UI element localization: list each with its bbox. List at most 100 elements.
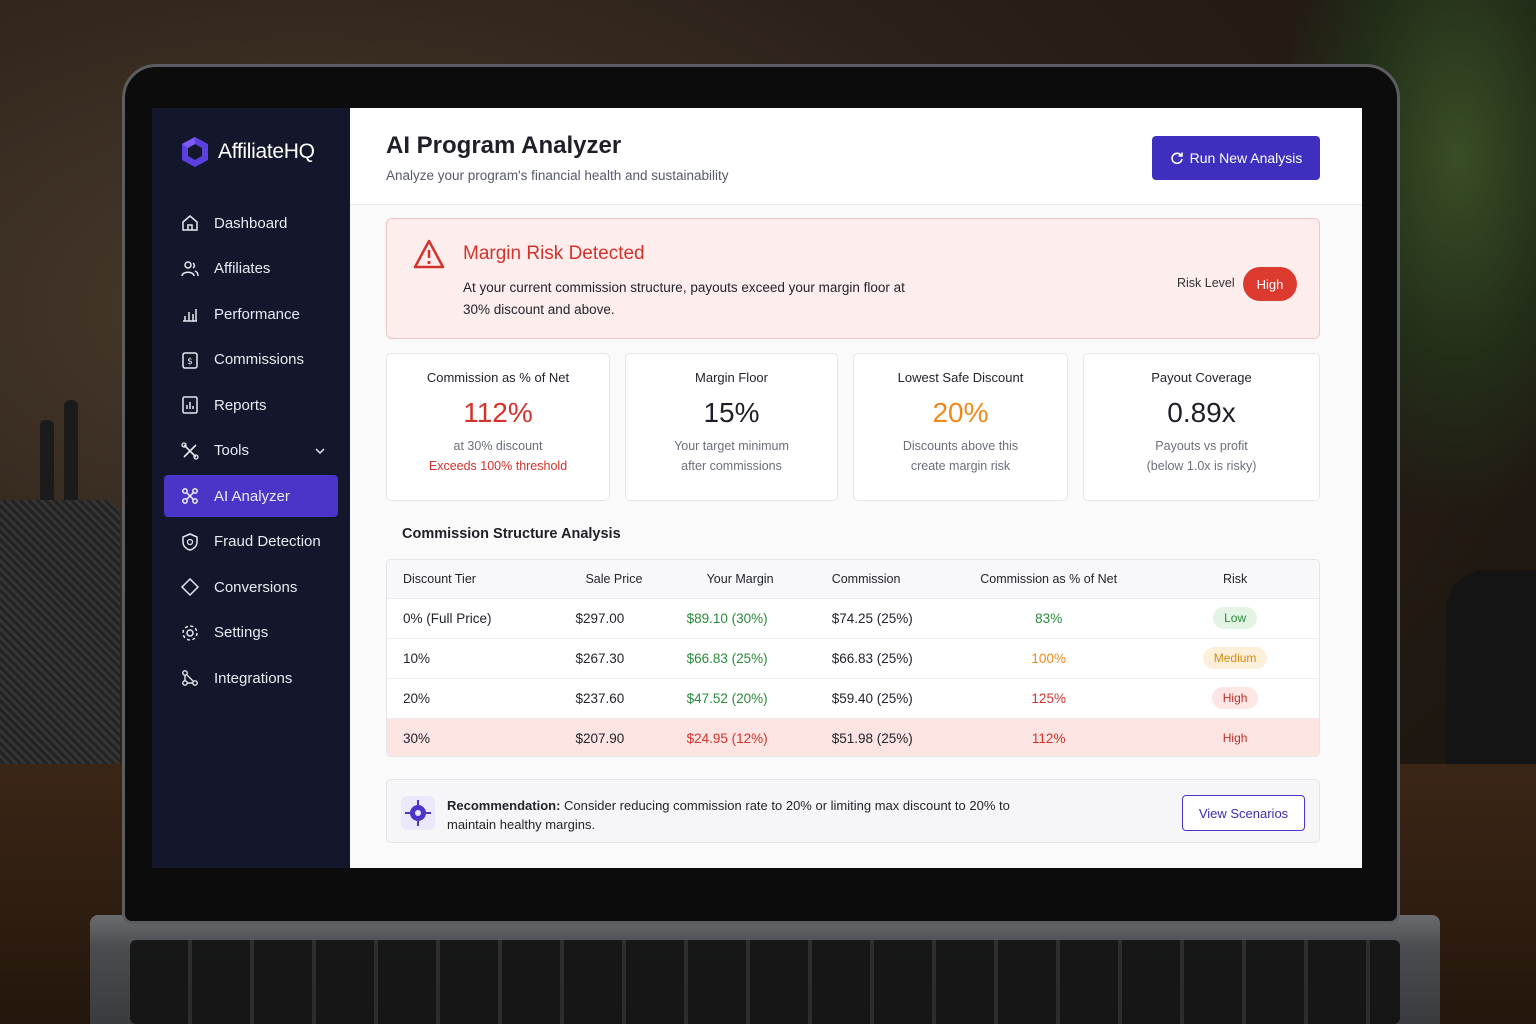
metric-card-subtext: Payouts vs profit: [1155, 439, 1248, 453]
metric-card-commission-pct: Commission as % of Net 112% at 30% disco…: [386, 353, 610, 501]
shield-icon: [182, 532, 198, 551]
commission-structure-table: Discount Tier Sale Price Your Margin Com…: [386, 559, 1320, 757]
table-header-row: Discount Tier Sale Price Your Margin Com…: [387, 560, 1319, 599]
sidebar-item-label: Commissions: [214, 351, 305, 368]
view-scenarios-button[interactable]: View Scenarios: [1182, 795, 1305, 831]
metric-card-margin-floor: Margin Floor 15% Your target minimum aft…: [625, 353, 838, 501]
background-pencil: [64, 400, 78, 520]
risk-level-label: Risk Level: [1177, 276, 1235, 290]
risk-badge-high: High: [1211, 687, 1259, 709]
sidebar-item-reports[interactable]: Reports: [164, 384, 338, 426]
metric-card-subtext: create margin risk: [910, 459, 1011, 473]
alert-title: Margin Risk Detected: [463, 243, 645, 264]
cell-price: $237.60: [545, 678, 667, 719]
sidebar-item-dashboard[interactable]: Dashboard: [164, 202, 338, 244]
metric-card-title: Lowest Safe Discount: [897, 370, 1024, 385]
cell-commission: $66.83 (25%): [815, 638, 947, 679]
metric-card-lowest-safe-discount: Lowest Safe Discount 20% Discounts above…: [853, 353, 1068, 501]
metric-card-subtext: Your target minimum: [674, 439, 789, 453]
cell-price: $297.00: [545, 598, 667, 639]
sidebar-item-label: Conversions: [214, 578, 298, 596]
section-title: Commission Structure Analysis: [402, 526, 621, 542]
metric-card-title: Payout Coverage: [1151, 370, 1252, 385]
cell-margin: $24.95 (12%): [666, 718, 816, 756]
column-header[interactable]: Commission: [815, 560, 947, 599]
cell-margin: $89.10 (30%): [666, 598, 816, 639]
diamond-icon: [180, 577, 200, 597]
laptop-keyboard: [130, 940, 1400, 1024]
cell-tier: 10%: [387, 638, 546, 679]
metric-card-subtext: at 30% discount: [453, 439, 543, 453]
refresh-icon: [1170, 152, 1183, 165]
sidebar-item-label: Integrations: [214, 669, 293, 687]
metric-card-title: Margin Floor: [695, 370, 768, 385]
risk-badge-high: High: [1222, 731, 1248, 745]
sidebar-item-label: Reports: [214, 396, 267, 414]
sidebar-item-label: Performance: [214, 305, 300, 323]
recommendation-body: Consider reducing commission rate to 20%…: [447, 798, 1010, 832]
metric-card-subtext: after commissions: [681, 459, 782, 473]
report-icon: [182, 396, 198, 414]
brand[interactable]: AffiliateHQ: [152, 132, 350, 172]
page-subtitle: Analyze your program's financial health …: [386, 168, 729, 183]
brand-logo-icon: [182, 137, 208, 167]
sidebar-item-label: Fraud Detection: [214, 533, 321, 550]
metric-card-subtext: (below 1.0x is risky): [1146, 459, 1257, 473]
page-title: AI Program Analyzer: [386, 132, 622, 159]
sidebar-item-ai-analyzer[interactable]: AI Analyzer: [164, 475, 338, 517]
column-header[interactable]: Discount Tier: [387, 560, 546, 599]
sidebar-item-tools[interactable]: Tools: [164, 430, 338, 472]
cell-tier: 20%: [387, 678, 546, 719]
users-icon: [181, 260, 199, 276]
cell-commission: $51.98 (25%): [815, 718, 947, 756]
sidebar-item-label: Affiliates: [214, 260, 271, 277]
metric-card-value: 20%: [932, 397, 989, 428]
chevron-down-icon[interactable]: [314, 445, 326, 457]
sidebar-item-integrations[interactable]: Integrations: [164, 657, 338, 699]
integrations-icon: [182, 670, 198, 686]
recommendation-text: Recommendation: Consider reducing commis…: [447, 796, 1047, 834]
recommendation-panel: Recommendation: Consider reducing commis…: [386, 779, 1320, 843]
cell-tier: 0% (Full Price): [387, 598, 546, 639]
recommendation-label: Recommendation:: [447, 798, 561, 813]
dollar-icon: $: [182, 351, 198, 369]
cell-commission: $74.25 (25%): [815, 598, 947, 639]
column-header[interactable]: Risk: [1151, 560, 1319, 599]
cell-pct: 100%: [946, 638, 1152, 679]
metric-card-subtext: Discounts above this: [902, 439, 1019, 453]
sidebar-item-fraud-detection[interactable]: Fraud Detection: [164, 521, 338, 563]
metric-card-value: 0.89x: [1167, 397, 1236, 428]
table-row-highlighted[interactable]: 30% $207.90 $24.95 (12%) $51.98 (25%) 11…: [387, 718, 1319, 756]
table-row[interactable]: 20% $237.60 $47.52 (20%) $59.40 (25%) 12…: [387, 678, 1319, 719]
sidebar-item-label: AI Analyzer: [214, 487, 290, 505]
cell-price: $207.90: [545, 718, 667, 756]
table-row[interactable]: 10% $267.30 $66.83 (25%) $66.83 (25%) 10…: [387, 638, 1319, 679]
cell-commission: $59.40 (25%): [815, 678, 947, 719]
page-header: AI Program Analyzer Analyze your program…: [350, 108, 1362, 205]
sidebar-item-affiliates[interactable]: Affiliates: [164, 248, 338, 290]
cell-pct: 125%: [946, 678, 1152, 719]
sidebar-item-performance[interactable]: Performance: [164, 293, 338, 335]
alert-text: At your current commission structure, pa…: [463, 280, 905, 317]
sidebar-item-conversions[interactable]: Conversions: [164, 566, 338, 608]
sidebar-nav: Dashboard Affiliates Performance $ Commi…: [152, 202, 350, 699]
run-new-analysis-label: Run New Analysis: [1189, 150, 1303, 166]
brand-name: AffiliateHQ: [218, 140, 315, 163]
margin-risk-alert: Margin Risk Detected At your current com…: [386, 218, 1320, 339]
cell-price: $267.30: [545, 638, 667, 679]
ai-chip-icon: [401, 796, 435, 830]
column-header[interactable]: Your Margin: [666, 560, 816, 599]
run-new-analysis-button[interactable]: Run New Analysis: [1152, 136, 1320, 180]
sidebar-item-commissions[interactable]: $ Commissions: [164, 339, 338, 381]
column-header[interactable]: Sale Price: [545, 560, 667, 599]
risk-badge-low: Low: [1213, 607, 1258, 629]
metric-card-payout-coverage: Payout Coverage 0.89x Payouts vs profit …: [1083, 353, 1320, 501]
app-screen: AffiliateHQ Dashboard Affiliates Perform…: [152, 108, 1362, 868]
cell-margin: $66.83 (25%): [666, 638, 816, 679]
sidebar-item-label: Settings: [214, 624, 269, 641]
sidebar-item-label: Dashboard: [214, 214, 288, 232]
ai-icon: [182, 488, 198, 504]
table-row[interactable]: 0% (Full Price) $297.00 $89.10 (30%) $74…: [387, 598, 1319, 639]
sidebar-item-settings[interactable]: Settings: [164, 612, 338, 654]
column-header[interactable]: Commission as % of Net: [946, 560, 1152, 599]
